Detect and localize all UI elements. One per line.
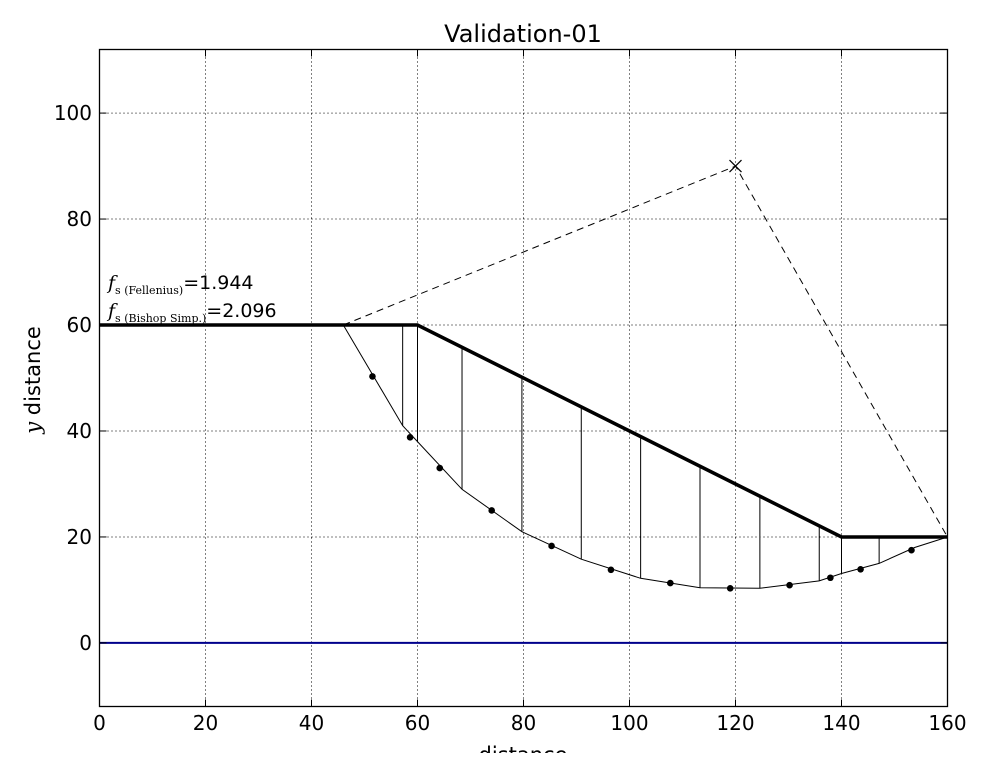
x-tick-label: 140 [822, 711, 860, 735]
y-axis-label-var: y [21, 421, 45, 435]
slice-base-point [369, 373, 376, 380]
axis-tick-labels: 0 20 40 60 80 100 120 140 160 0 20 40 60 80 100 [54, 101, 967, 735]
radius-line [343, 165, 948, 538]
slice-base-point [827, 574, 834, 582]
y-tick-label: 0 [79, 631, 92, 655]
y-axis-label-text: distance [21, 326, 45, 415]
x-tick-label: 60 [405, 711, 430, 735]
x-axis-label: distance [479, 743, 568, 753]
x-tick-label: 160 [928, 711, 966, 735]
fs-bishop-annotation: fs (Bishop Simp.)=2.096 [106, 300, 277, 325]
terrain-surface-layer [99, 323, 948, 539]
x-tick-label: 0 [93, 711, 106, 735]
y-tick-label: 20 [67, 525, 92, 549]
slice-base-point [726, 585, 734, 592]
x-tick-label: 80 [511, 711, 536, 735]
slip-center-marker-stroke [729, 159, 742, 173]
slice-base-point [857, 565, 864, 573]
x-tick-label: 40 [299, 711, 324, 735]
fs-fellenius-symbol: f [106, 272, 118, 294]
slice-base-point [548, 542, 555, 550]
fs-fellenius-subscript: s (Fellenius) [115, 284, 183, 297]
x-tick-label: 20 [193, 711, 218, 735]
y-axis-label: y distance [21, 326, 45, 435]
slice-base-point [786, 581, 793, 589]
slip-surface-line [342, 324, 948, 589]
chart-title: Validation-01 [444, 20, 602, 48]
slice-boundaries-layer [402, 325, 880, 589]
slice-points-layer [369, 373, 915, 592]
fs-fellenius-value: =1.944 [183, 272, 253, 294]
slice-base-point [488, 507, 496, 514]
terrain-surface-line [99, 323, 948, 539]
y-tick-label: 100 [54, 101, 92, 125]
y-tick-label: 60 [67, 313, 92, 337]
slip-center-layer [729, 159, 742, 173]
slice-base-point [436, 464, 444, 472]
fs-bishop-symbol: f [106, 300, 118, 322]
y-tick-label: 40 [67, 419, 92, 443]
slice-base-point [607, 566, 615, 574]
slice-base-point [667, 579, 674, 587]
slice-base-point [908, 546, 915, 554]
x-tick-label: 120 [716, 711, 754, 735]
fs-bishop-value: =2.096 [206, 300, 276, 322]
radius-lines-layer [343, 165, 948, 538]
x-tick-label: 100 [610, 711, 648, 735]
axis-ticks [99, 49, 948, 707]
fs-fellenius-annotation: fs (Fellenius)=1.944 [106, 272, 254, 297]
slip-surface-layer [342, 324, 948, 589]
fs-bishop-subscript: s (Bishop Simp.) [115, 312, 206, 325]
y-axis-label-space [21, 415, 45, 422]
y-tick-label: 80 [67, 207, 92, 231]
slice-base-point [406, 434, 414, 441]
